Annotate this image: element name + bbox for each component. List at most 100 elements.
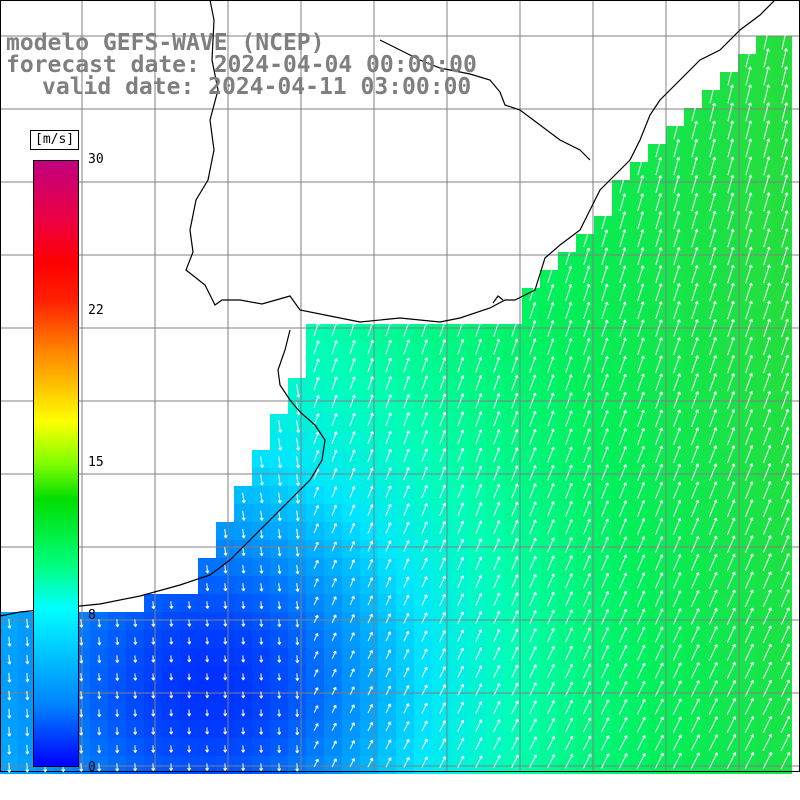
wind-arrow <box>169 709 174 717</box>
wind-arrow <box>673 247 681 266</box>
wind-arrow <box>672 680 682 697</box>
wind-arrow <box>583 536 591 553</box>
wind-arrow <box>457 575 464 589</box>
wind-arrow <box>690 644 700 661</box>
wind-arrow <box>762 625 772 644</box>
wind-arrow <box>763 354 771 374</box>
wind-arrow <box>223 583 228 592</box>
wind-arrow <box>547 537 555 553</box>
wind-arrow <box>708 445 718 464</box>
wind-arrow <box>637 482 646 499</box>
wind-arrow <box>277 510 282 522</box>
wind-arrow <box>349 632 355 642</box>
wind-arrow <box>205 709 210 717</box>
wind-arrow <box>385 430 392 445</box>
wind-arrow <box>493 356 501 373</box>
wind-arrow <box>583 482 591 499</box>
wind-arrow <box>331 340 338 355</box>
wind-arrow <box>511 664 519 679</box>
wind-arrow <box>619 482 627 499</box>
wind-arrow <box>457 411 465 427</box>
wind-arrow <box>780 751 791 770</box>
wind-arrow <box>439 539 446 553</box>
wind-arrows <box>7 30 791 773</box>
wind-arrow <box>763 84 770 104</box>
wind-arrow <box>241 583 246 592</box>
wind-arrow <box>727 336 735 356</box>
wind-arrow <box>439 666 446 678</box>
wind-arrow <box>331 413 338 427</box>
wind-arrow <box>745 210 753 230</box>
wind-arrow <box>115 727 120 736</box>
wind-arrow <box>529 465 537 481</box>
wind-arrow <box>331 614 337 624</box>
wind-arrow <box>421 393 429 409</box>
wind-arrow <box>529 356 537 373</box>
wind-arrow <box>241 546 246 556</box>
wind-arrow <box>367 577 374 588</box>
colorbar-tick-22: 22 <box>88 303 104 318</box>
wind-arrow <box>421 484 428 499</box>
wind-arrow <box>601 554 610 571</box>
wind-arrow <box>619 301 627 320</box>
wind-arrow <box>313 523 319 534</box>
wind-arrow <box>763 174 771 194</box>
wind-arrow <box>672 553 682 571</box>
wind-arrow <box>457 466 465 481</box>
wind-arrow <box>367 467 374 480</box>
wind-arrow <box>349 559 356 570</box>
wind-arrow <box>457 393 465 409</box>
wind-arrow <box>601 446 609 463</box>
wind-arrow <box>780 553 790 572</box>
wind-arrow <box>205 763 210 771</box>
wind-arrow <box>582 627 592 643</box>
wind-arrow <box>295 673 300 682</box>
wind-arrow <box>565 374 573 391</box>
wind-arrow <box>600 645 610 661</box>
wind-arrow <box>475 502 483 517</box>
wind-arrow <box>511 483 519 499</box>
wind-arrow <box>475 574 483 589</box>
wind-arrow <box>367 412 374 427</box>
wind-arrow <box>367 485 374 498</box>
wind-arrow <box>600 627 610 643</box>
wind-arrow <box>439 502 446 517</box>
wind-arrow <box>763 336 771 356</box>
wind-arrow <box>565 464 573 481</box>
wind-arrow <box>565 591 573 607</box>
wind-arrow <box>439 339 447 355</box>
wind-arrow <box>618 590 628 607</box>
wind-arrow <box>7 690 12 701</box>
wind-arrow <box>421 375 429 391</box>
wind-arrow <box>564 699 574 715</box>
wind-arrow <box>600 663 610 679</box>
wind-arrow <box>636 608 646 625</box>
wind-arrow <box>655 409 663 428</box>
wind-arrow <box>744 517 754 536</box>
wind-arrow <box>727 391 736 410</box>
wind-arrow <box>745 372 753 392</box>
wind-arrow <box>385 595 392 606</box>
wind-arrow <box>97 619 102 628</box>
wind-arrow <box>259 474 264 486</box>
wind-arrow <box>619 464 627 481</box>
wind-arrow <box>601 518 609 535</box>
wind-arrow <box>493 754 501 769</box>
wind-arrow <box>331 668 337 677</box>
wind-arrow <box>403 558 410 570</box>
wind-arrow <box>672 572 682 589</box>
wind-arrow <box>673 463 682 482</box>
wind-arrow <box>187 691 192 699</box>
wind-arrow <box>601 247 609 266</box>
wind-arrow <box>151 763 156 772</box>
wind-arrow <box>547 356 555 373</box>
wind-arrow <box>421 738 428 750</box>
wind-arrow <box>600 735 610 751</box>
wind-arrow <box>619 518 628 535</box>
wind-arrow <box>691 373 699 392</box>
wind-arrow <box>547 283 555 301</box>
wind-arrow <box>601 373 609 391</box>
wind-arrow <box>673 156 681 176</box>
wind-arrow <box>493 320 501 337</box>
wind-arrow <box>511 374 519 391</box>
